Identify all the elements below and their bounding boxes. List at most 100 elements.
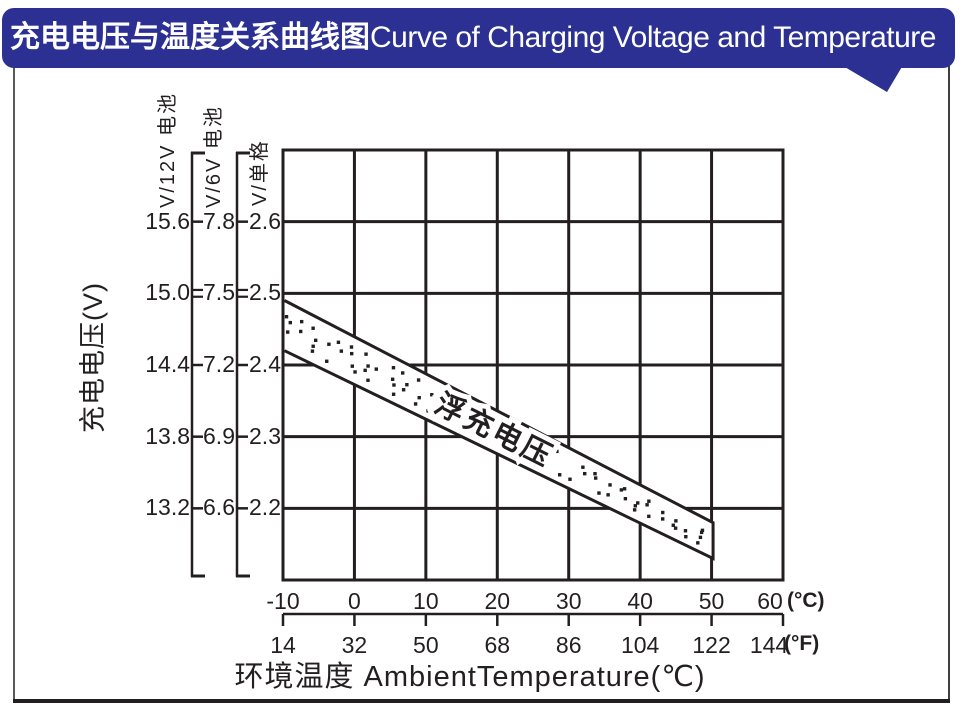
x-tick-label-fahrenheit: 68 xyxy=(484,632,511,658)
band-dot xyxy=(619,488,624,492)
band-dot xyxy=(478,411,482,415)
band-dot xyxy=(490,437,495,442)
x-tick-label-celsius: -10 xyxy=(266,588,300,614)
band-dot xyxy=(430,393,434,397)
band-dot xyxy=(417,395,421,400)
band-dot xyxy=(673,526,678,530)
band-dot xyxy=(700,528,705,533)
x-tick-label-fahrenheit: 104 xyxy=(620,632,660,658)
x-tick-label-celsius: 50 xyxy=(698,588,725,614)
axis-title-6v-battery: V/6V 电池 xyxy=(203,105,225,208)
band-dot xyxy=(480,425,485,429)
plot-border xyxy=(281,148,785,582)
band-dot xyxy=(390,377,395,381)
band-dot xyxy=(606,493,610,497)
band-dot xyxy=(661,510,665,515)
band-fill xyxy=(284,300,714,559)
band-dot xyxy=(392,383,396,387)
band-dot xyxy=(492,433,496,437)
band-dot xyxy=(284,315,289,319)
band-dot xyxy=(391,366,396,370)
y-tick-label-12v: 13.8 xyxy=(145,422,190,449)
y-tick-label-12v: 13.2 xyxy=(145,494,190,521)
band-dot xyxy=(288,320,293,325)
band-dot xyxy=(366,364,370,368)
band-dot xyxy=(391,392,396,396)
voltage-scale-bar-12v xyxy=(190,151,205,578)
band-dot xyxy=(517,443,521,447)
band-dot xyxy=(426,409,430,413)
x-tick-label-fahrenheit: 86 xyxy=(555,632,582,658)
band-dot xyxy=(633,504,638,508)
band-dot xyxy=(310,349,315,353)
band-dot xyxy=(490,416,494,420)
band-dot xyxy=(453,414,458,419)
band-dot xyxy=(405,383,409,387)
band-dot xyxy=(469,408,473,413)
celsius-unit-label: (°C) xyxy=(787,589,825,612)
y-tick-label-6v: 7.2 xyxy=(203,351,235,377)
x-tick-label-fahrenheit: 32 xyxy=(341,632,368,658)
y-tick-label-6v: 7.5 xyxy=(203,279,235,306)
band-dot xyxy=(698,535,703,540)
x-tick-label-fahrenheit: 50 xyxy=(413,632,439,658)
title-banner: 充电电压与温度关系曲线图Curve of Charging Voltage an… xyxy=(2,8,955,68)
page-border-left xyxy=(13,64,15,703)
y-tick-label-cell: 2.4 xyxy=(249,351,281,377)
band-dot xyxy=(622,487,627,491)
band-dot xyxy=(465,414,469,418)
y-tick-label-cell: 2.3 xyxy=(249,422,281,449)
band-dot xyxy=(314,338,318,343)
band-dot xyxy=(350,364,354,368)
band-dot xyxy=(339,349,344,353)
band-dot xyxy=(647,499,651,503)
y-tick-label-cell: 2.6 xyxy=(249,207,281,234)
voltage-scale-bar-6v xyxy=(235,151,250,578)
band-dot xyxy=(683,529,688,533)
band-dot xyxy=(632,508,637,512)
band-dot xyxy=(699,530,704,535)
y-tick-label-6v: 7.8 xyxy=(203,207,235,234)
title-banner-english: Curve of Charging Voltage and Temperatur… xyxy=(370,21,936,54)
x-tick-label-fahrenheit: 144 xyxy=(749,632,789,658)
y-tick-label-cell: 2.5 xyxy=(249,279,281,306)
band-dot xyxy=(508,434,512,439)
x-tick-label-celsius: 20 xyxy=(484,588,511,614)
band-dot xyxy=(581,465,585,469)
title-banner-chinese: 充电电压与温度关系曲线图 xyxy=(10,21,370,54)
band-dot xyxy=(545,445,549,449)
band-dot xyxy=(568,477,572,481)
x-tick-label-celsius: 40 xyxy=(627,588,653,614)
y-tick-label-12v: 15.0 xyxy=(145,279,190,306)
band-dot xyxy=(299,319,304,324)
band-dot xyxy=(542,452,547,456)
band-dot xyxy=(416,378,421,382)
band-dot xyxy=(364,352,368,356)
x-tick-label-celsius: 10 xyxy=(413,588,439,614)
band-dot xyxy=(349,345,354,349)
band-dot xyxy=(311,326,315,330)
band-dot xyxy=(325,359,329,363)
band-dot xyxy=(517,451,521,455)
band-dot xyxy=(557,473,562,477)
band-dot xyxy=(645,503,649,507)
band-dot xyxy=(311,344,315,348)
band-dot xyxy=(366,378,370,382)
band-dot xyxy=(542,455,547,460)
band-dot xyxy=(441,413,446,417)
band-dot xyxy=(623,496,628,501)
band-dot xyxy=(647,514,651,519)
band-dot xyxy=(336,340,341,345)
band-dot xyxy=(696,541,700,545)
band-dot xyxy=(660,517,665,521)
band-dot xyxy=(608,483,612,487)
band-dot xyxy=(285,330,290,334)
band-dot xyxy=(327,342,331,346)
band-dot xyxy=(636,501,640,505)
fahrenheit-ruler xyxy=(281,612,785,626)
band-dot xyxy=(531,458,535,462)
x-tick-label-fahrenheit: 122 xyxy=(692,632,731,658)
band-dot xyxy=(597,491,601,495)
